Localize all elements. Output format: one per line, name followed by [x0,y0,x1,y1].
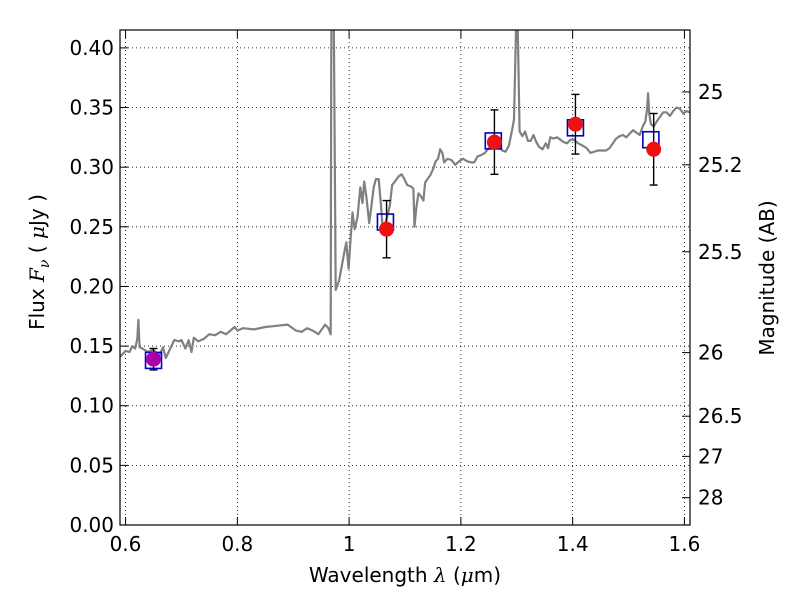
spectrum-line [120,30,690,360]
x-axis-title-suffix: ( [447,563,461,587]
observed-point [646,141,662,157]
x-axis-title-prefix: Wavelength [309,563,434,587]
y-tick-label: 0.10 [69,394,114,418]
y-tick-label: 0.35 [69,96,114,120]
y-tick-label: 0.40 [69,36,114,60]
observed-point [486,134,502,150]
y-axis-title-prefix: Flux [25,282,49,330]
y-tick-label: 0.25 [69,215,114,239]
x-axis-title-symbol: λ [433,563,447,587]
y-tick-label: 0.05 [69,453,114,477]
mag-tick-label: 27 [698,444,723,468]
plot-area [120,30,690,371]
plot-frame [119,29,691,526]
observed-point [379,221,395,237]
x-axis-title: Wavelength λ (μm) [309,563,501,587]
x-tick-label: 0.8 [221,532,253,556]
x-tick-label: 1 [343,532,356,556]
mag-tick-label: 28 [698,486,723,510]
y-axis-title-symbol: F [25,267,49,283]
mag-tick-label: 26.5 [698,404,743,428]
y-tick-label: 0.15 [69,334,114,358]
y-tick-label: 0.30 [69,155,114,179]
y-axis-title-unit: Jy ) [25,194,49,228]
x-tick-label: 0.6 [110,532,142,556]
mag-tick-label: 26 [698,341,723,365]
x-tick-label: 1.6 [669,532,701,556]
observed-point [567,116,583,132]
y-tick-label: 0.00 [69,513,114,537]
mag-tick-label: 25.2 [698,153,743,177]
y-axis-title-unit-symbol: μ [25,226,49,239]
y-axis-title-subscript: ν [37,259,53,268]
y-axis-title: Flux Fν ( μJy ) [25,194,53,330]
mag-tick-label: 25.5 [698,240,743,264]
x-axis-title-unit: m) [474,563,501,587]
y-tick-label: 0.20 [69,274,114,298]
y-axis-title-open: ( [25,239,49,260]
y2-axis-title: Magnitude (AB) [755,200,779,355]
mag-tick-label: 25 [698,80,723,104]
x-tick-label: 1.4 [557,532,589,556]
x-tick-label: 1.2 [445,532,477,556]
observed-point [146,351,162,367]
x-axis-title-unit-symbol: μ [461,563,474,587]
axis-ticks: 0.8 1 1.2 1.4 1.6 0.60.00 0.05 0.10 0.15 0.20 0.25… [69,30,743,556]
